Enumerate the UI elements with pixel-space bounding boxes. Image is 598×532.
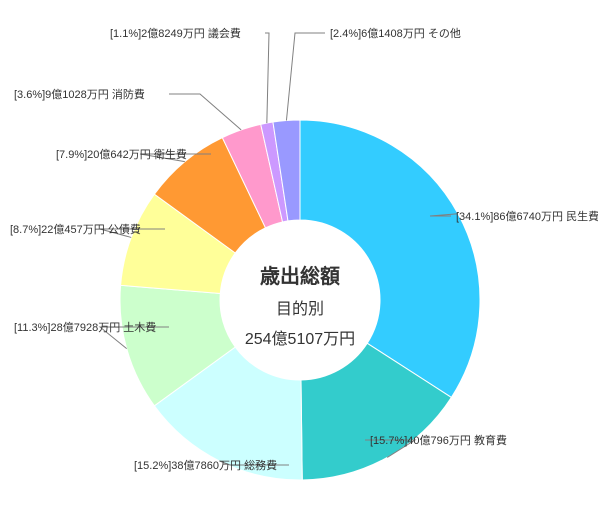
leader-消防費 (169, 94, 241, 130)
leader-議会費 (265, 33, 269, 123)
chart-svg (0, 0, 598, 532)
donut-hole (220, 220, 380, 380)
leader-その他 (286, 33, 325, 121)
donut-chart: [34.1%]86億6740万円 民生費[15.7%]40億796万円 教育費[… (0, 0, 598, 532)
